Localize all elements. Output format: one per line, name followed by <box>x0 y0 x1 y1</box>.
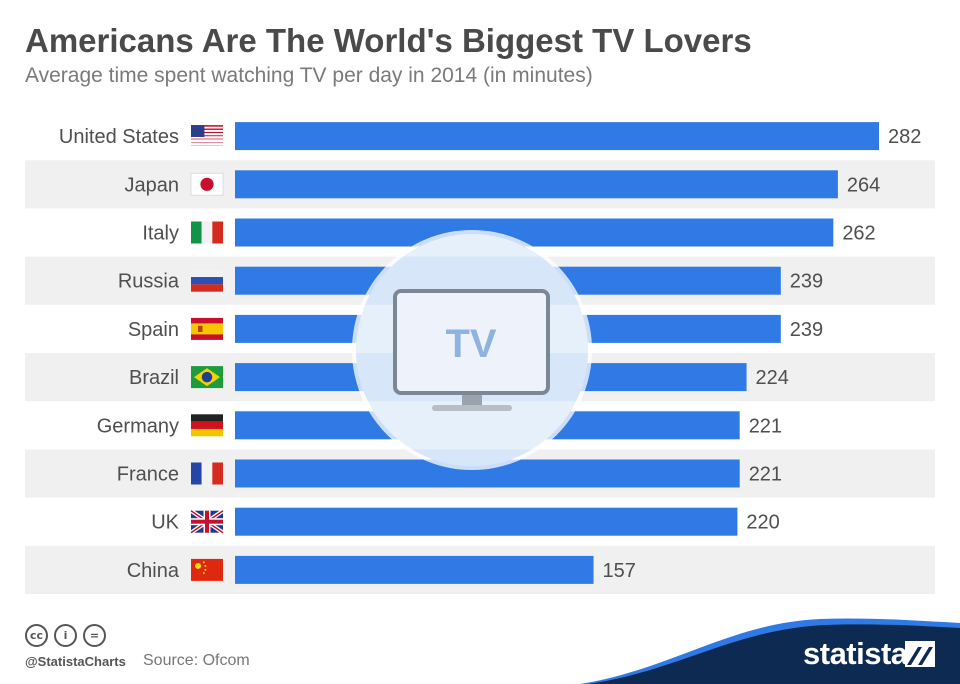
chart-title: Americans Are The World's Biggest TV Lov… <box>25 22 752 59</box>
tv-illustration: TV <box>352 230 592 470</box>
category-label: Italy <box>142 223 179 245</box>
brazil-flag-icon <box>191 366 223 389</box>
no-derivatives-icon: = <box>83 624 106 647</box>
russia-flag-icon <box>191 269 223 292</box>
creative-commons-icon: cc <box>25 624 48 647</box>
spain-flag-icon <box>191 317 223 340</box>
value-label: 157 <box>603 560 636 582</box>
value-label: 221 <box>749 415 782 437</box>
license-block: cc i = <box>25 624 106 647</box>
statista-logo[interactable]: statista <box>803 636 908 671</box>
china-flag-icon <box>191 558 223 581</box>
tv-screen-icon <box>393 289 550 395</box>
category-label: Russia <box>118 271 180 293</box>
uk-flag-icon <box>189 509 225 535</box>
category-label: Brazil <box>129 367 179 389</box>
category-label: Japan <box>125 174 180 196</box>
bar <box>235 218 834 247</box>
statista-mark-icon <box>905 641 935 667</box>
bar <box>235 122 879 151</box>
twitter-handle[interactable]: @StatistaCharts <box>25 654 126 669</box>
tv-label: TV <box>445 322 496 366</box>
value-label: 224 <box>756 367 789 389</box>
value-label: 239 <box>790 271 823 293</box>
value-label: 220 <box>746 512 779 534</box>
bar-chart: TV United States 282 Japan 264 Italy 262 Russi… <box>25 122 935 594</box>
germany-flag-icon <box>191 414 223 437</box>
category-label: France <box>117 464 179 486</box>
brand-swoosh <box>580 618 960 684</box>
value-label: 264 <box>847 174 880 196</box>
source-note: Source: Ofcom <box>143 652 250 669</box>
attribution-icon: i <box>54 624 77 647</box>
bar <box>235 507 738 536</box>
bar <box>235 555 594 584</box>
category-label: UK <box>151 512 179 534</box>
italy-flag-icon <box>191 221 223 244</box>
value-label: 282 <box>888 126 921 148</box>
value-label: 221 <box>749 464 782 486</box>
category-label: United States <box>59 126 179 148</box>
category-label: China <box>127 560 180 582</box>
value-label: 239 <box>790 319 823 341</box>
category-label: Spain <box>128 319 179 341</box>
category-label: Germany <box>97 415 179 437</box>
france-flag-icon <box>191 462 223 485</box>
japan-flag-icon <box>190 172 224 196</box>
value-label: 262 <box>842 223 875 245</box>
chart-subtitle: Average time spent watching TV per day i… <box>25 64 593 87</box>
bar <box>235 170 838 199</box>
us-flag-icon <box>191 125 223 146</box>
